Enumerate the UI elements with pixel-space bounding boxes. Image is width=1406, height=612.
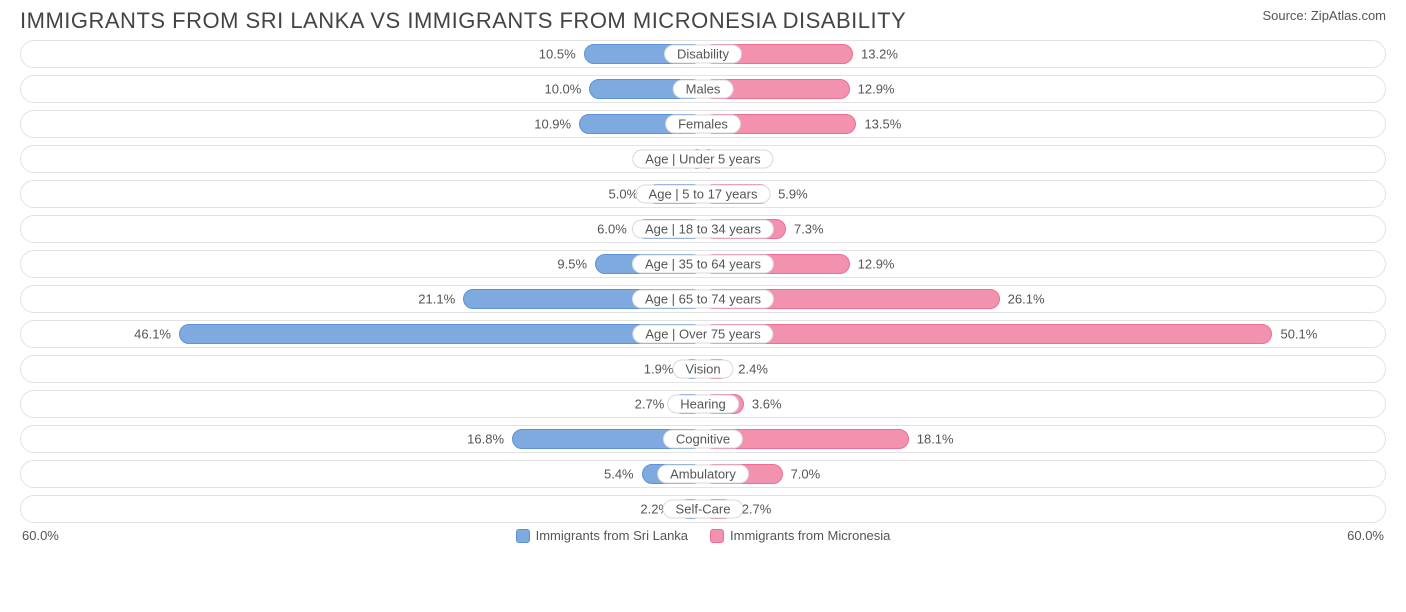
legend-swatch-right — [710, 529, 724, 543]
chart-row: 9.5% 12.9% Age | 35 to 64 years — [20, 250, 1386, 278]
chart-row: 6.0% 7.3% Age | 18 to 34 years — [20, 215, 1386, 243]
category-label: Vision — [672, 360, 733, 379]
value-label-left: 16.8% — [467, 432, 504, 447]
category-label: Age | 18 to 34 years — [632, 220, 774, 239]
chart-row: 2.2%2.7%Self-Care — [20, 495, 1386, 523]
category-label: Age | Over 75 years — [632, 325, 773, 344]
value-label-right: 12.9% — [858, 82, 895, 97]
value-label-left: 5.4% — [604, 467, 634, 482]
legend-swatch-left — [516, 529, 530, 543]
chart-title: IMMIGRANTS FROM SRI LANKA VS IMMIGRANTS … — [20, 8, 906, 34]
value-label-right: 50.1% — [1280, 327, 1317, 342]
value-label-left: 10.5% — [539, 47, 576, 62]
category-label: Age | 65 to 74 years — [632, 290, 774, 309]
category-label: Males — [673, 80, 734, 99]
category-label: Ambulatory — [657, 465, 749, 484]
chart-row: 2.7% 3.6% Hearing — [20, 390, 1386, 418]
value-label-left: 10.9% — [534, 117, 571, 132]
chart-row: 10.0% 12.9% Males — [20, 75, 1386, 103]
diverging-bar-chart: 10.5% 13.2% Disability 10.0% 12.9% Males 10.9%… — [0, 38, 1406, 523]
value-label-right: 3.6% — [752, 397, 782, 412]
category-label: Age | 5 to 17 years — [636, 185, 771, 204]
value-label-right: 13.2% — [861, 47, 898, 62]
value-label-right: 7.0% — [791, 467, 821, 482]
value-label-right: 2.7% — [742, 502, 772, 517]
legend-label-left: Immigrants from Sri Lanka — [536, 528, 688, 543]
legend-label-right: Immigrants from Micronesia — [730, 528, 890, 543]
value-label-right: 12.9% — [858, 257, 895, 272]
value-label-right: 18.1% — [917, 432, 954, 447]
value-label-left: 5.0% — [609, 187, 639, 202]
value-label-left: 1.9% — [644, 362, 674, 377]
value-label-left: 46.1% — [134, 327, 171, 342]
category-label: Age | Under 5 years — [632, 150, 773, 169]
category-label: Females — [665, 115, 741, 134]
value-label-left: 10.0% — [544, 82, 581, 97]
bar-left — [179, 324, 703, 344]
axis-max-right: 60.0% — [1347, 528, 1384, 543]
value-label-left: 9.5% — [557, 257, 587, 272]
category-label: Hearing — [667, 395, 739, 414]
value-label-right: 2.4% — [738, 362, 768, 377]
bar-right — [703, 324, 1272, 344]
source-attribution: Source: ZipAtlas.com — [1262, 8, 1386, 23]
axis-max-left: 60.0% — [22, 528, 59, 543]
value-label-right: 13.5% — [864, 117, 901, 132]
chart-row: 1.1%1.0%Age | Under 5 years — [20, 145, 1386, 173]
value-label-left: 6.0% — [597, 222, 627, 237]
value-label-right: 26.1% — [1008, 292, 1045, 307]
chart-row: 10.9% 13.5% Females — [20, 110, 1386, 138]
chart-row: 10.5% 13.2% Disability — [20, 40, 1386, 68]
chart-row: 21.1% 26.1% Age | 65 to 74 years — [20, 285, 1386, 313]
category-label: Disability — [664, 45, 742, 64]
category-label: Self-Care — [663, 500, 744, 519]
value-label-right: 5.9% — [778, 187, 808, 202]
legend: Immigrants from Sri Lanka Immigrants fro… — [516, 528, 891, 543]
category-label: Cognitive — [663, 430, 743, 449]
value-label-left: 21.1% — [418, 292, 455, 307]
category-label: Age | 35 to 64 years — [632, 255, 774, 274]
value-label-left: 2.7% — [635, 397, 665, 412]
chart-row: 1.9% 2.4% Vision — [20, 355, 1386, 383]
chart-row: 16.8% 18.1% Cognitive — [20, 425, 1386, 453]
chart-row: 5.0% 5.9% Age | 5 to 17 years — [20, 180, 1386, 208]
legend-item-left: Immigrants from Sri Lanka — [516, 528, 688, 543]
value-label-right: 7.3% — [794, 222, 824, 237]
legend-item-right: Immigrants from Micronesia — [710, 528, 890, 543]
chart-row: 5.4% 7.0% Ambulatory — [20, 460, 1386, 488]
chart-row: 46.1% 50.1% Age | Over 75 years — [20, 320, 1386, 348]
